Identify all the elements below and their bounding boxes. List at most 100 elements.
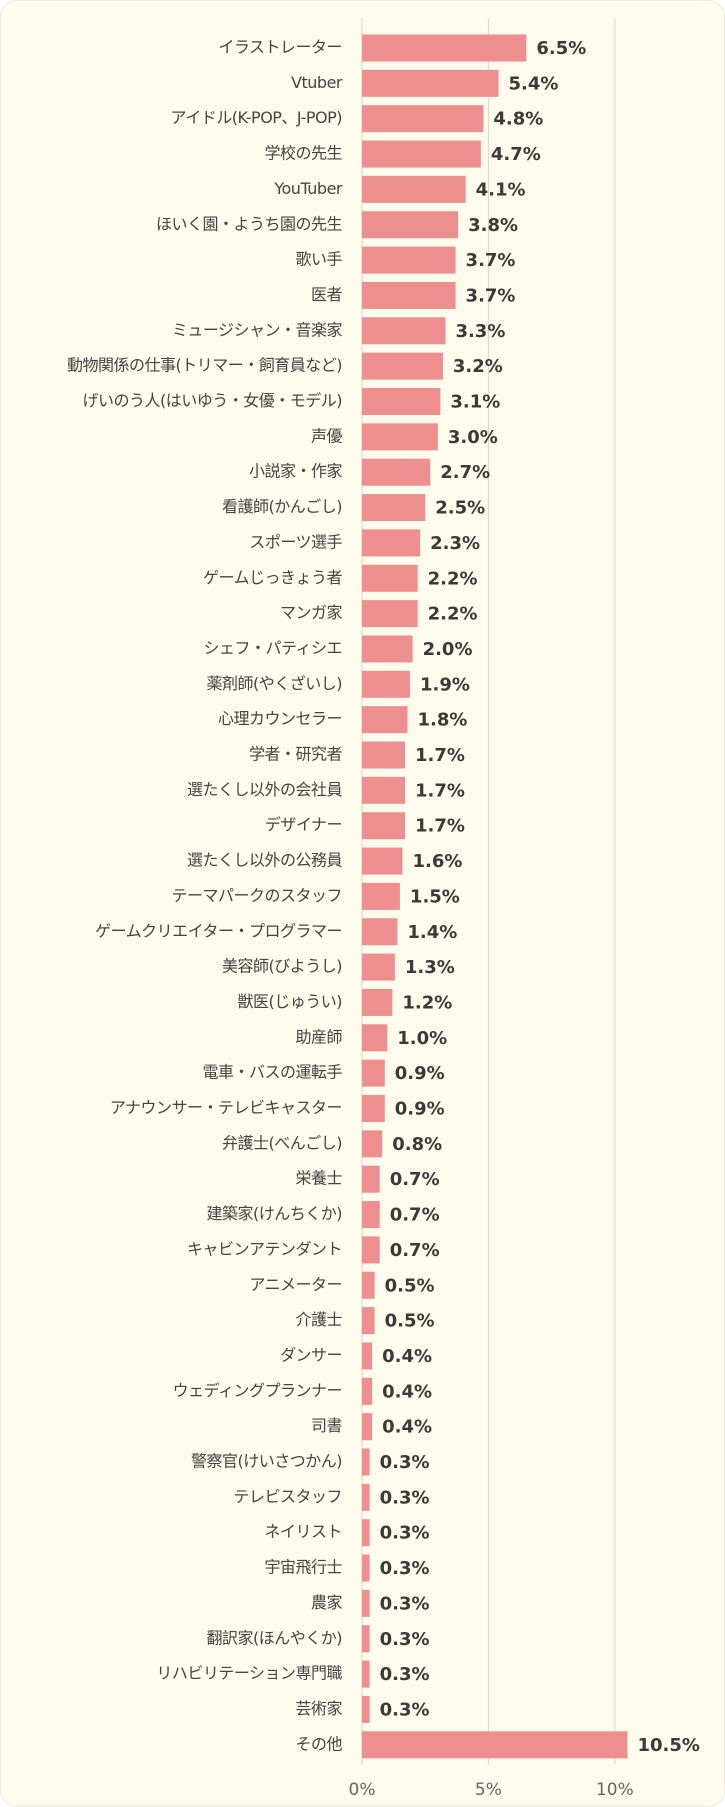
category-label: 薬剤師(やくざいし) (207, 674, 343, 693)
value-label: 2.7% (440, 462, 490, 483)
bar (362, 352, 443, 380)
category-label: リハビリテーション専門職 (156, 1664, 342, 1683)
value-label: 0.8% (392, 1134, 442, 1155)
bar (362, 1483, 370, 1511)
bar (362, 1625, 370, 1653)
bar (362, 1342, 373, 1370)
value-label: 1.2% (402, 992, 452, 1013)
value-label: 0.3% (380, 1523, 430, 1544)
bar (362, 34, 527, 62)
bar (362, 1165, 380, 1193)
value-label: 0.3% (380, 1664, 430, 1685)
bar (362, 600, 418, 628)
bar (362, 69, 499, 97)
bar (362, 706, 408, 734)
value-label: 3.7% (466, 250, 516, 271)
value-label: 5.4% (509, 73, 559, 94)
category-label: 栄養士 (295, 1169, 342, 1188)
category-label: 医者 (311, 285, 343, 304)
category-label: キャビンアテンダント (187, 1239, 342, 1258)
bar (362, 1059, 385, 1087)
value-label: 0.9% (395, 1099, 445, 1120)
value-label: 0.5% (385, 1275, 435, 1296)
bar (362, 1307, 375, 1335)
value-label: 1.7% (415, 745, 465, 766)
bar (362, 388, 441, 415)
bar (362, 1660, 370, 1688)
category-label: 選たくし以外の公務員 (187, 851, 343, 870)
category-label: アナウンサー・テレビキャスター (110, 1098, 342, 1117)
category-label: テレビスタッフ (233, 1487, 342, 1506)
category-label: シェフ・パティシエ (203, 638, 342, 657)
bar (362, 635, 413, 663)
bar (362, 140, 481, 168)
category-label: イラストレーター (218, 38, 342, 57)
bar (362, 670, 411, 698)
category-label: マンガ家 (280, 603, 343, 622)
value-label: 4.8% (493, 109, 543, 130)
value-label: 1.6% (412, 851, 462, 872)
bar (362, 1024, 388, 1052)
bar (362, 1731, 628, 1759)
category-label: ゲームクリエイター・プログラマー (95, 921, 342, 940)
value-label: 2.3% (430, 533, 480, 554)
bar (362, 1095, 385, 1122)
bar (362, 1519, 370, 1547)
category-label: その他 (295, 1734, 342, 1753)
bar (362, 246, 456, 274)
value-label: 3.1% (450, 392, 500, 413)
bar (362, 1695, 370, 1723)
category-label: アイドル(K-POP、J-POP) (171, 108, 342, 127)
value-label: 3.7% (466, 285, 516, 306)
value-label: 0.4% (382, 1417, 432, 1438)
bar (362, 105, 484, 133)
bar (362, 1236, 380, 1264)
category-label: テーマパークのスタッフ (171, 886, 342, 905)
value-label: 0.9% (395, 1063, 445, 1084)
category-label: 司書 (311, 1416, 343, 1435)
category-label: デザイナー (265, 815, 342, 834)
bar (362, 423, 438, 451)
x-tick-label: 5% (475, 1780, 502, 1800)
value-label: 6.5% (536, 38, 586, 59)
bar (362, 1377, 373, 1405)
category-label: 獣医(じゅうい) (238, 992, 343, 1011)
bar (362, 1448, 370, 1476)
value-label: 3.3% (455, 321, 505, 342)
value-label: 2.5% (435, 498, 485, 519)
bar (362, 1201, 380, 1229)
category-label: 介護士 (295, 1310, 342, 1329)
x-tick-label: 0% (349, 1780, 376, 1800)
bar (362, 317, 446, 345)
value-label: 0.3% (380, 1558, 430, 1579)
category-label: 翻訳家(ほんやくか) (207, 1628, 343, 1647)
category-label: ネイリスト (264, 1522, 342, 1541)
bar (362, 564, 418, 592)
value-label: 0.7% (390, 1205, 440, 1226)
bar (362, 918, 398, 946)
value-label: 4.1% (476, 179, 526, 200)
bar (362, 1554, 370, 1582)
value-label: 4.7% (491, 144, 541, 165)
value-label: 0.7% (390, 1240, 440, 1261)
value-label: 1.8% (418, 710, 468, 731)
category-label: げいのう人(はいゆう・女優・モデル) (83, 391, 343, 410)
category-label: 弁護士(べんごし) (222, 1133, 342, 1152)
bar (362, 211, 459, 239)
bar (362, 494, 426, 522)
category-label: 歌い手 (295, 250, 342, 269)
bar (362, 776, 405, 804)
category-label: 選たくし以外の会社員 (187, 780, 343, 799)
value-label: 1.5% (410, 886, 460, 907)
bar (362, 847, 403, 875)
category-label: 美容師(びようし) (222, 957, 342, 976)
category-label: 芸術家 (295, 1699, 342, 1718)
x-tick-label: 10% (596, 1780, 634, 1800)
category-label: ゲームじっきょう者 (203, 568, 343, 587)
category-label: 宇宙飛行士 (264, 1558, 342, 1577)
value-label: 1.3% (405, 957, 455, 978)
value-label: 2.2% (428, 604, 478, 625)
value-label: 1.7% (415, 816, 465, 837)
category-label: ウェディングプランナー (173, 1381, 342, 1400)
category-label: 声優 (311, 426, 343, 445)
